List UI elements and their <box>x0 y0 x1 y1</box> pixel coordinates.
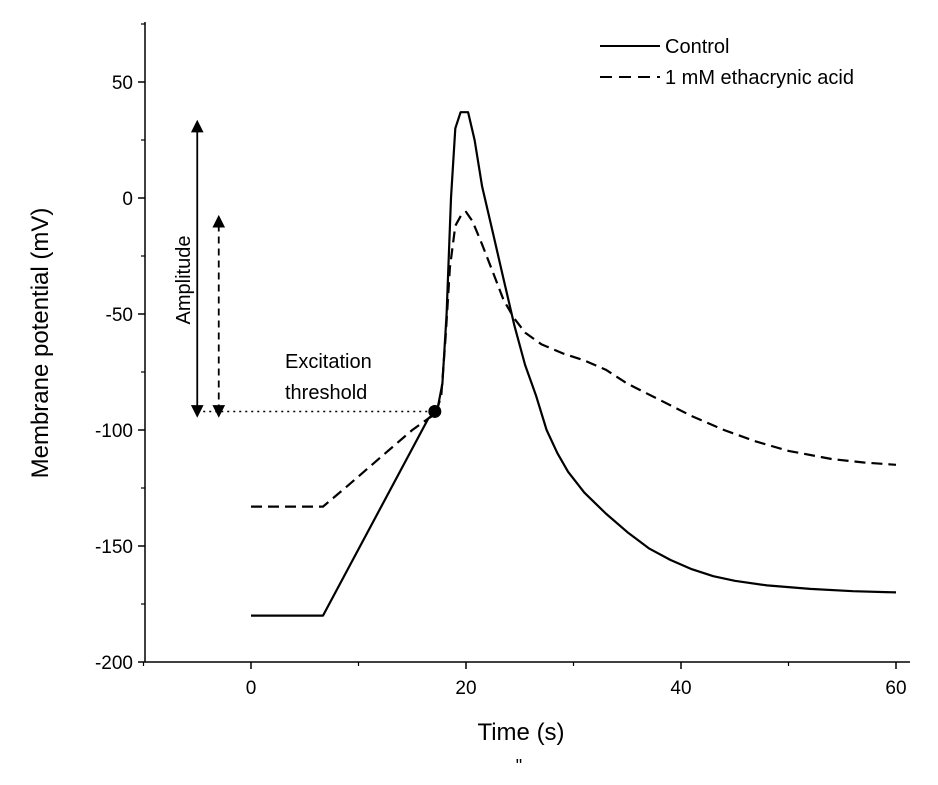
series-line-ethacrynic <box>251 210 897 508</box>
y-tick-label: 50 <box>112 73 133 94</box>
legend-label-control: Control <box>665 36 729 58</box>
annotation-layer <box>190 119 442 418</box>
y-tick-label: -100 <box>95 421 133 442</box>
x-axis-title: Time (s) <box>477 719 564 746</box>
series-line-control <box>251 111 897 617</box>
series-layer <box>251 111 897 617</box>
x-tick-label: 0 <box>246 678 257 699</box>
y-tick-label: -150 <box>95 537 133 558</box>
threshold-point <box>428 404 442 418</box>
footnote: " <box>516 756 522 776</box>
amplitude-label: Amplitude <box>173 236 195 325</box>
y-tick-label: -50 <box>106 305 133 326</box>
threshold-label-line2: threshold <box>285 382 367 404</box>
x-tick-label: 40 <box>670 678 691 699</box>
y-axis-title: Membrane potential (mV) <box>27 208 54 479</box>
x-tick-label: 60 <box>885 678 906 699</box>
axes <box>144 22 910 663</box>
x-tick-label: 20 <box>455 678 476 699</box>
y-tick-label: 0 <box>122 189 133 210</box>
legend-label-ethacrynic: 1 mM ethacrynic acid <box>665 67 854 89</box>
threshold-label-line1: Excitation <box>285 351 372 373</box>
legend: Control 1 mM ethacrynic acid <box>600 36 854 89</box>
y-tick-label: -200 <box>95 653 133 674</box>
ticks: 0 20 40 60 50 0 -50 -100 -150 -200 <box>95 23 907 699</box>
